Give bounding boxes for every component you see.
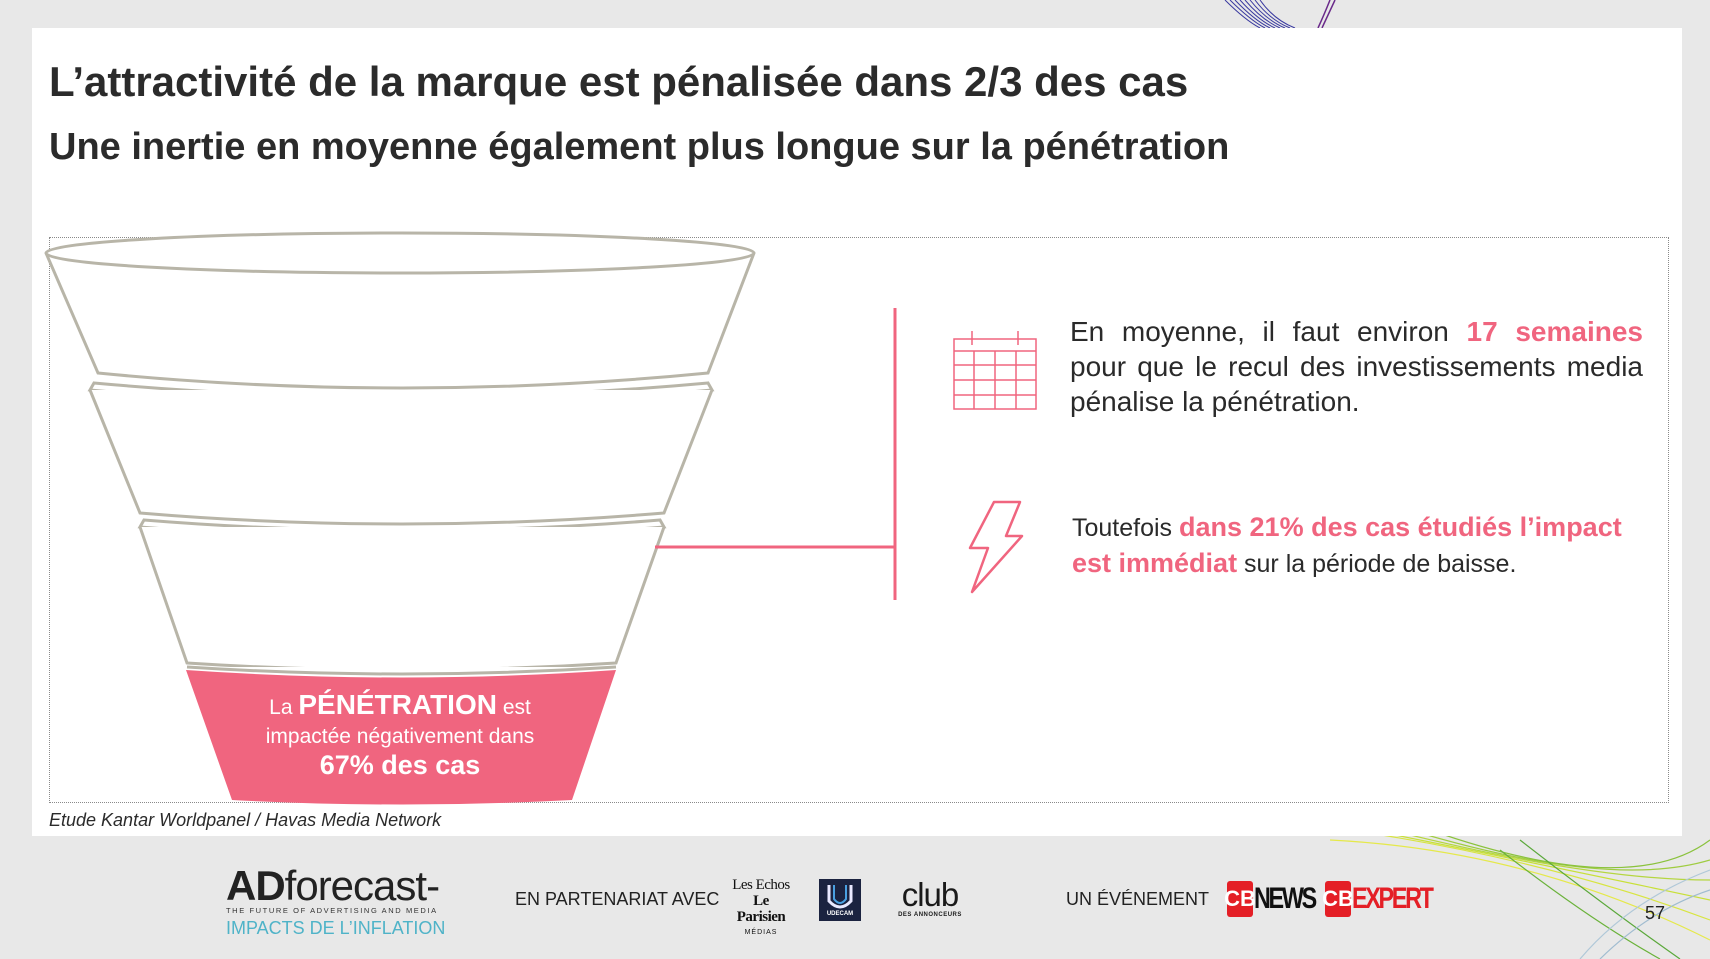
label-line2: impactée négativement dans [265, 725, 535, 748]
insight-2-highlight: dans 21% des cas étudiés l’impact est im… [1072, 512, 1622, 578]
cbexpert-word: EXPERT [1352, 882, 1434, 915]
cbnews-logo: CB NEWS [1224, 879, 1332, 919]
insight-average-delay: En moyenne, il faut environ 17 semaines … [1070, 314, 1643, 419]
lesechos-line3: MÉDIAS [744, 929, 778, 936]
label-suffix: est [502, 696, 531, 719]
funnel-section-1 [44, 252, 756, 390]
udecam-logo [819, 879, 861, 921]
page-title: L’attractivité de la marque est pénalisé… [49, 58, 1189, 105]
funnel-bottom-section [186, 670, 616, 805]
partner-label: EN PARTENARIAT AVEC [515, 889, 720, 909]
funnel-section-2 [88, 389, 714, 526]
decorative-lines-bottom [1330, 830, 1710, 959]
insight-2-text-before: Toutefois [1072, 514, 1173, 542]
ad-brand-b: forecast- [284, 862, 440, 909]
udecam-label: UDECAM [826, 911, 854, 917]
decorative-lines-top [1224, 0, 1336, 28]
event-label: UN ÉVÉNEMENT [1066, 889, 1210, 909]
cb-badge: CB [1224, 881, 1256, 917]
cbnews-word: NEWS [1254, 882, 1317, 915]
lesechos-parisien-logo: Les Echos Le Parisien MÉDIAS [730, 877, 792, 937]
insight-immediate-impact: Toutefois dans 21% des cas étudiés l’imp… [1072, 510, 1632, 582]
label-highlight: PÉNÉTRATION [298, 689, 497, 720]
lightning-icon [968, 500, 1024, 594]
ad-brand-a: AD [226, 862, 286, 909]
cb-badge: CB [1322, 881, 1354, 917]
club-wordmark: club [901, 876, 960, 913]
insight-1-text-after: pour que le recul des investissements me… [1070, 351, 1643, 417]
funnel-bottom-label: La PÉNÉTRATION est impactée négativement… [200, 690, 600, 780]
funnel-top-rim [44, 231, 756, 275]
club-subline: DES ANNONCEURS [898, 912, 962, 918]
funnel-section-3 [138, 526, 666, 672]
funnel-ring-3 [186, 665, 617, 676]
club-annonceurs-logo: club DES ANNONCEURS [890, 876, 970, 919]
label-percentage: 67% des cas [319, 750, 481, 780]
content-frame [49, 237, 1669, 803]
page-number: 57 [1645, 903, 1666, 923]
lesechos-line1: Les Echos [732, 877, 790, 893]
connector-lines [655, 308, 897, 600]
ad-edition: IMPACTS DE L’INFLATION [226, 918, 446, 938]
cbexpert-logo: CB EXPERT [1322, 879, 1454, 919]
calendar-icon [953, 331, 1037, 410]
page-subtitle: Une inertie en moyenne également plus lo… [49, 126, 1230, 168]
ad-tagline: THE FUTURE OF ADVERTISING AND MEDIA [226, 906, 438, 915]
lesechos-line2: Le Parisien [736, 893, 786, 925]
ad-forecast-logo: ADforecast- THE FUTURE OF ADVERTISING AN… [226, 862, 456, 942]
label-prefix: La [269, 696, 293, 719]
source-note: Etude Kantar Worldpanel / Havas Media Ne… [49, 810, 442, 830]
insight-2-text-after: sur la période de baisse. [1244, 550, 1517, 578]
funnel-diagram [44, 231, 756, 805]
insight-1-text-before: En moyenne, il faut environ [1070, 316, 1449, 347]
insight-1-highlight: 17 semaines [1466, 316, 1643, 347]
